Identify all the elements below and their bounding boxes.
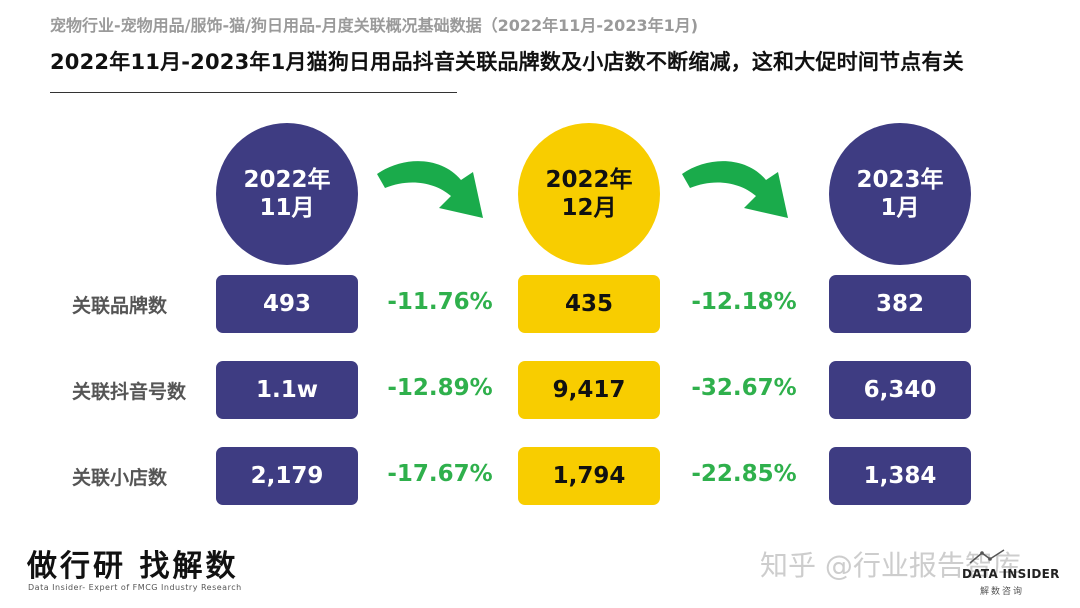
change-pct: -32.67% xyxy=(691,375,797,401)
value-text: 382 xyxy=(875,291,924,317)
page-subtitle: 宠物行业-宠物用品/服饰-猫/狗日用品-月度关联概况基础数据（2022年11月-… xyxy=(50,16,699,35)
value-text: 9,417 xyxy=(552,377,626,403)
value-text: 6,340 xyxy=(863,377,937,403)
period-month: 1月 xyxy=(880,195,920,221)
title-divider xyxy=(50,92,457,93)
page-title: 2022年11月-2023年1月猫狗日用品抖音关联品牌数及小店数不断缩减，这和大… xyxy=(50,50,964,74)
logo-subtitle: 解数咨询 xyxy=(980,587,1025,597)
row-label-shops: 关联小店数 xyxy=(72,467,168,489)
change-pct: -17.67% xyxy=(387,461,493,487)
value-box: 2,179 xyxy=(216,447,358,505)
change-pct: -11.76% xyxy=(387,289,493,315)
value-box: 1.1w xyxy=(216,361,358,419)
value-box: 382 xyxy=(829,275,971,333)
change-pct: -12.18% xyxy=(691,289,797,315)
period-year: 2023年 xyxy=(856,167,944,193)
value-box: 9,417 xyxy=(518,361,660,419)
value-text: 1.1w xyxy=(256,377,318,403)
row-label-douyin-accounts: 关联抖音号数 xyxy=(72,381,187,403)
watermark-text: 知乎 @行业报告智库 xyxy=(760,549,1021,582)
value-text: 493 xyxy=(262,291,311,317)
value-box: 1,794 xyxy=(518,447,660,505)
period-circle-nov-2022: 2022年 11月 xyxy=(216,123,358,265)
value-box: 1,384 xyxy=(829,447,971,505)
value-box: 435 xyxy=(518,275,660,333)
change-pct: -22.85% xyxy=(691,461,797,487)
value-box: 6,340 xyxy=(829,361,971,419)
value-text: 435 xyxy=(564,291,613,317)
brand-slogan: 做行研 找解数 xyxy=(27,549,239,584)
logo-name: DATA INSIDER xyxy=(962,567,1060,581)
period-month: 11月 xyxy=(259,195,315,221)
change-pct: -12.89% xyxy=(387,375,493,401)
period-circle-jan-2023: 2023年 1月 xyxy=(829,123,971,265)
period-year: 2022年 xyxy=(545,167,633,193)
period-year: 2022年 xyxy=(243,167,331,193)
period-month: 12月 xyxy=(561,195,617,221)
curved-arrow-icon xyxy=(377,161,483,218)
curved-arrow-icon xyxy=(682,161,788,218)
period-circle-dec-2022: 2022年 12月 xyxy=(518,123,660,265)
row-label-brands: 关联品牌数 xyxy=(72,295,168,317)
value-text: 2,179 xyxy=(250,463,324,489)
brand-tagline: Data Insider- Expert of FMCG Industry Re… xyxy=(28,583,242,592)
value-box: 493 xyxy=(216,275,358,333)
value-text: 1,794 xyxy=(552,463,626,489)
value-text: 1,384 xyxy=(863,463,937,489)
data-insider-logo-icon xyxy=(969,549,1005,564)
